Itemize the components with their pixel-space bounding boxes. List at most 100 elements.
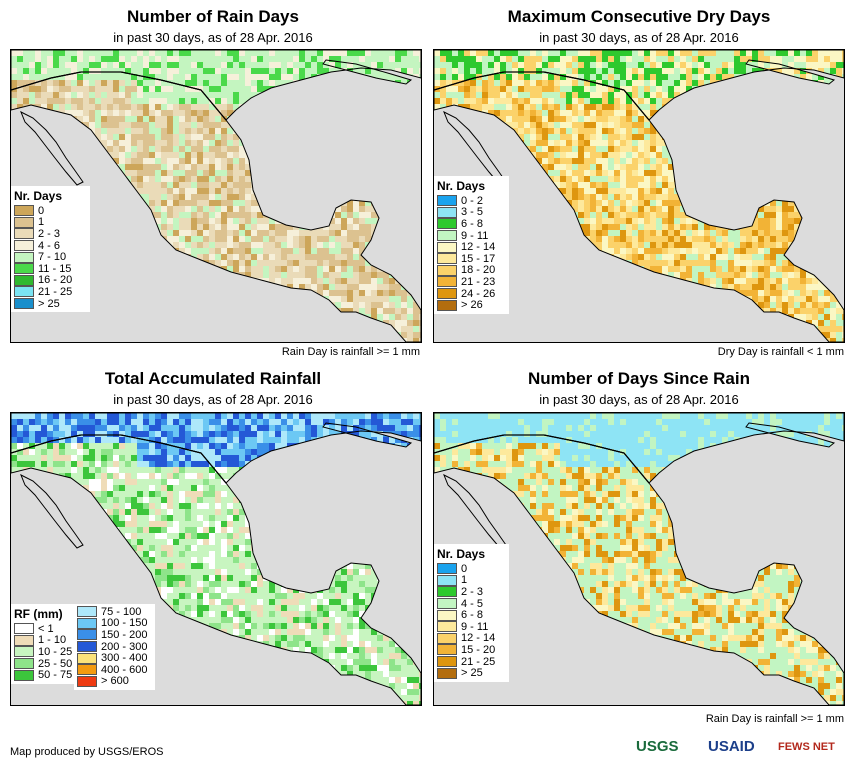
legend-swatch xyxy=(437,574,457,586)
legend-label: 2 - 3 xyxy=(38,227,61,240)
legend-item: > 25 xyxy=(14,298,86,310)
footer-credit: Map produced by USGS/EROS xyxy=(10,746,164,758)
legend-label: 4 - 6 xyxy=(38,239,61,252)
legend-swatch xyxy=(437,241,457,253)
legend-item: 18 - 20 xyxy=(437,264,505,277)
usgs-logo: USGS xyxy=(636,738,679,755)
legend-swatch xyxy=(437,299,457,311)
legend-item: 3 - 5 xyxy=(437,206,505,219)
legend-item: 15 - 17 xyxy=(437,253,505,265)
panel-1-subtitle: in past 30 days, as of 28 Apr. 2016 xyxy=(113,30,313,45)
legend-label: 21 - 23 xyxy=(461,275,496,288)
note-days-since-rain: Rain Day is rainfall >= 1 mm xyxy=(705,713,844,725)
legend-item: > 600 xyxy=(77,675,151,688)
panel-2-subtitle: in past 30 days, as of 28 Apr. 2016 xyxy=(539,30,739,45)
legend-label: 4 - 5 xyxy=(461,597,484,610)
legend-label: < 1 xyxy=(38,622,54,635)
legend-item: 0 xyxy=(14,205,86,217)
country-outline xyxy=(434,434,844,705)
legend-label: > 600 xyxy=(101,675,129,688)
panel-3-subtitle: in past 30 days, as of 28 Apr. 2016 xyxy=(113,392,313,407)
legend-swatch xyxy=(14,298,34,310)
legend-label: 16 - 20 xyxy=(38,274,73,287)
us-mexico-border xyxy=(11,71,227,121)
legend-item: 2 - 3 xyxy=(14,228,86,240)
legend-swatch xyxy=(77,652,97,664)
legend-label: 10 - 25 xyxy=(38,645,73,658)
legend-label: 100 - 150 xyxy=(101,617,148,630)
usaid-logo: USAID xyxy=(708,738,755,755)
cuba-outline xyxy=(322,59,413,85)
legend-title: Nr. Days xyxy=(437,547,486,561)
legend-label: 75 - 100 xyxy=(101,605,142,618)
legend-label: > 25 xyxy=(461,667,483,680)
country-outline xyxy=(11,434,421,705)
legend-title: Nr. Days xyxy=(14,189,63,203)
legend-label: 18 - 20 xyxy=(461,264,496,277)
fews-net-logo: FEWS NET xyxy=(778,741,835,753)
legend-item: 21 - 25 xyxy=(437,656,505,668)
legend-item: 24 - 26 xyxy=(437,288,505,300)
legend-item: 1 - 10 xyxy=(14,634,76,646)
legend-label: 0 xyxy=(38,204,45,217)
legend-item: 10 - 25 xyxy=(14,646,76,658)
legend-swatch xyxy=(437,253,457,265)
legend-item: 4 - 6 xyxy=(14,240,86,252)
note-consecutive-dry-days: Dry Day is rainfall < 1 mm xyxy=(717,346,844,358)
legend-swatch xyxy=(437,276,457,288)
legend-label: 50 - 75 xyxy=(38,669,73,682)
legend-swatch xyxy=(77,641,97,653)
legend-item: > 26 xyxy=(437,299,505,311)
legend-swatch xyxy=(14,263,34,275)
legend-swatch xyxy=(14,634,34,646)
country-outline xyxy=(434,71,844,342)
legend-label: 9 - 11 xyxy=(461,620,489,633)
legend-item: 16 - 20 xyxy=(14,274,86,287)
legend-swatch xyxy=(437,632,457,644)
panel-4-title: Number of Days Since Rain xyxy=(527,369,750,388)
legend-item: 12 - 14 xyxy=(437,632,505,644)
legend-item: 9 - 11 xyxy=(437,621,505,633)
legend-item: 4 - 5 xyxy=(437,598,505,610)
legend-label: 0 xyxy=(461,562,468,575)
legend-label: 0 - 2 xyxy=(461,194,484,207)
legend-item: 6 - 8 xyxy=(437,609,505,621)
legend-label: 6 - 8 xyxy=(461,609,484,622)
legend-swatch xyxy=(14,646,34,658)
legend-swatch xyxy=(14,205,34,217)
legend-item: 9 - 11 xyxy=(437,230,505,242)
legend-label: 1 xyxy=(461,574,468,587)
cuba-outline xyxy=(322,422,413,448)
map-canvas xyxy=(434,413,844,705)
legend-swatch xyxy=(14,623,34,635)
legend-swatch xyxy=(14,274,34,286)
legend-label: 21 - 25 xyxy=(461,655,496,668)
legend-swatch xyxy=(77,675,97,687)
legend-item: > 25 xyxy=(437,667,505,679)
legend-label: 15 - 20 xyxy=(461,643,496,656)
legend-swatch xyxy=(14,286,34,298)
legend-label: 2 - 3 xyxy=(461,585,484,598)
legend-item: 21 - 23 xyxy=(437,276,505,288)
legend-label: > 25 xyxy=(38,297,60,310)
legend-swatch xyxy=(437,644,457,656)
legend-item: 2 - 3 xyxy=(437,586,505,598)
legend-swatch xyxy=(437,230,457,242)
legend-item: 1 xyxy=(14,216,86,228)
legend-swatch xyxy=(14,251,34,263)
legend-item: 11 - 15 xyxy=(14,263,86,275)
legend-swatch xyxy=(14,216,34,228)
legend-item: 7 - 10 xyxy=(14,251,86,263)
legend-label: 3 - 5 xyxy=(461,206,484,219)
legend-swatch xyxy=(437,288,457,300)
legend-label: 21 - 25 xyxy=(38,285,73,298)
legend-item: 100 - 150 xyxy=(77,617,151,630)
legend-swatch xyxy=(437,586,457,598)
legend-item: 0 xyxy=(437,563,505,575)
legend-label: 9 - 11 xyxy=(461,229,489,242)
panel-4-subtitle: in past 30 days, as of 28 Apr. 2016 xyxy=(539,392,739,407)
legend-swatch xyxy=(14,228,34,240)
